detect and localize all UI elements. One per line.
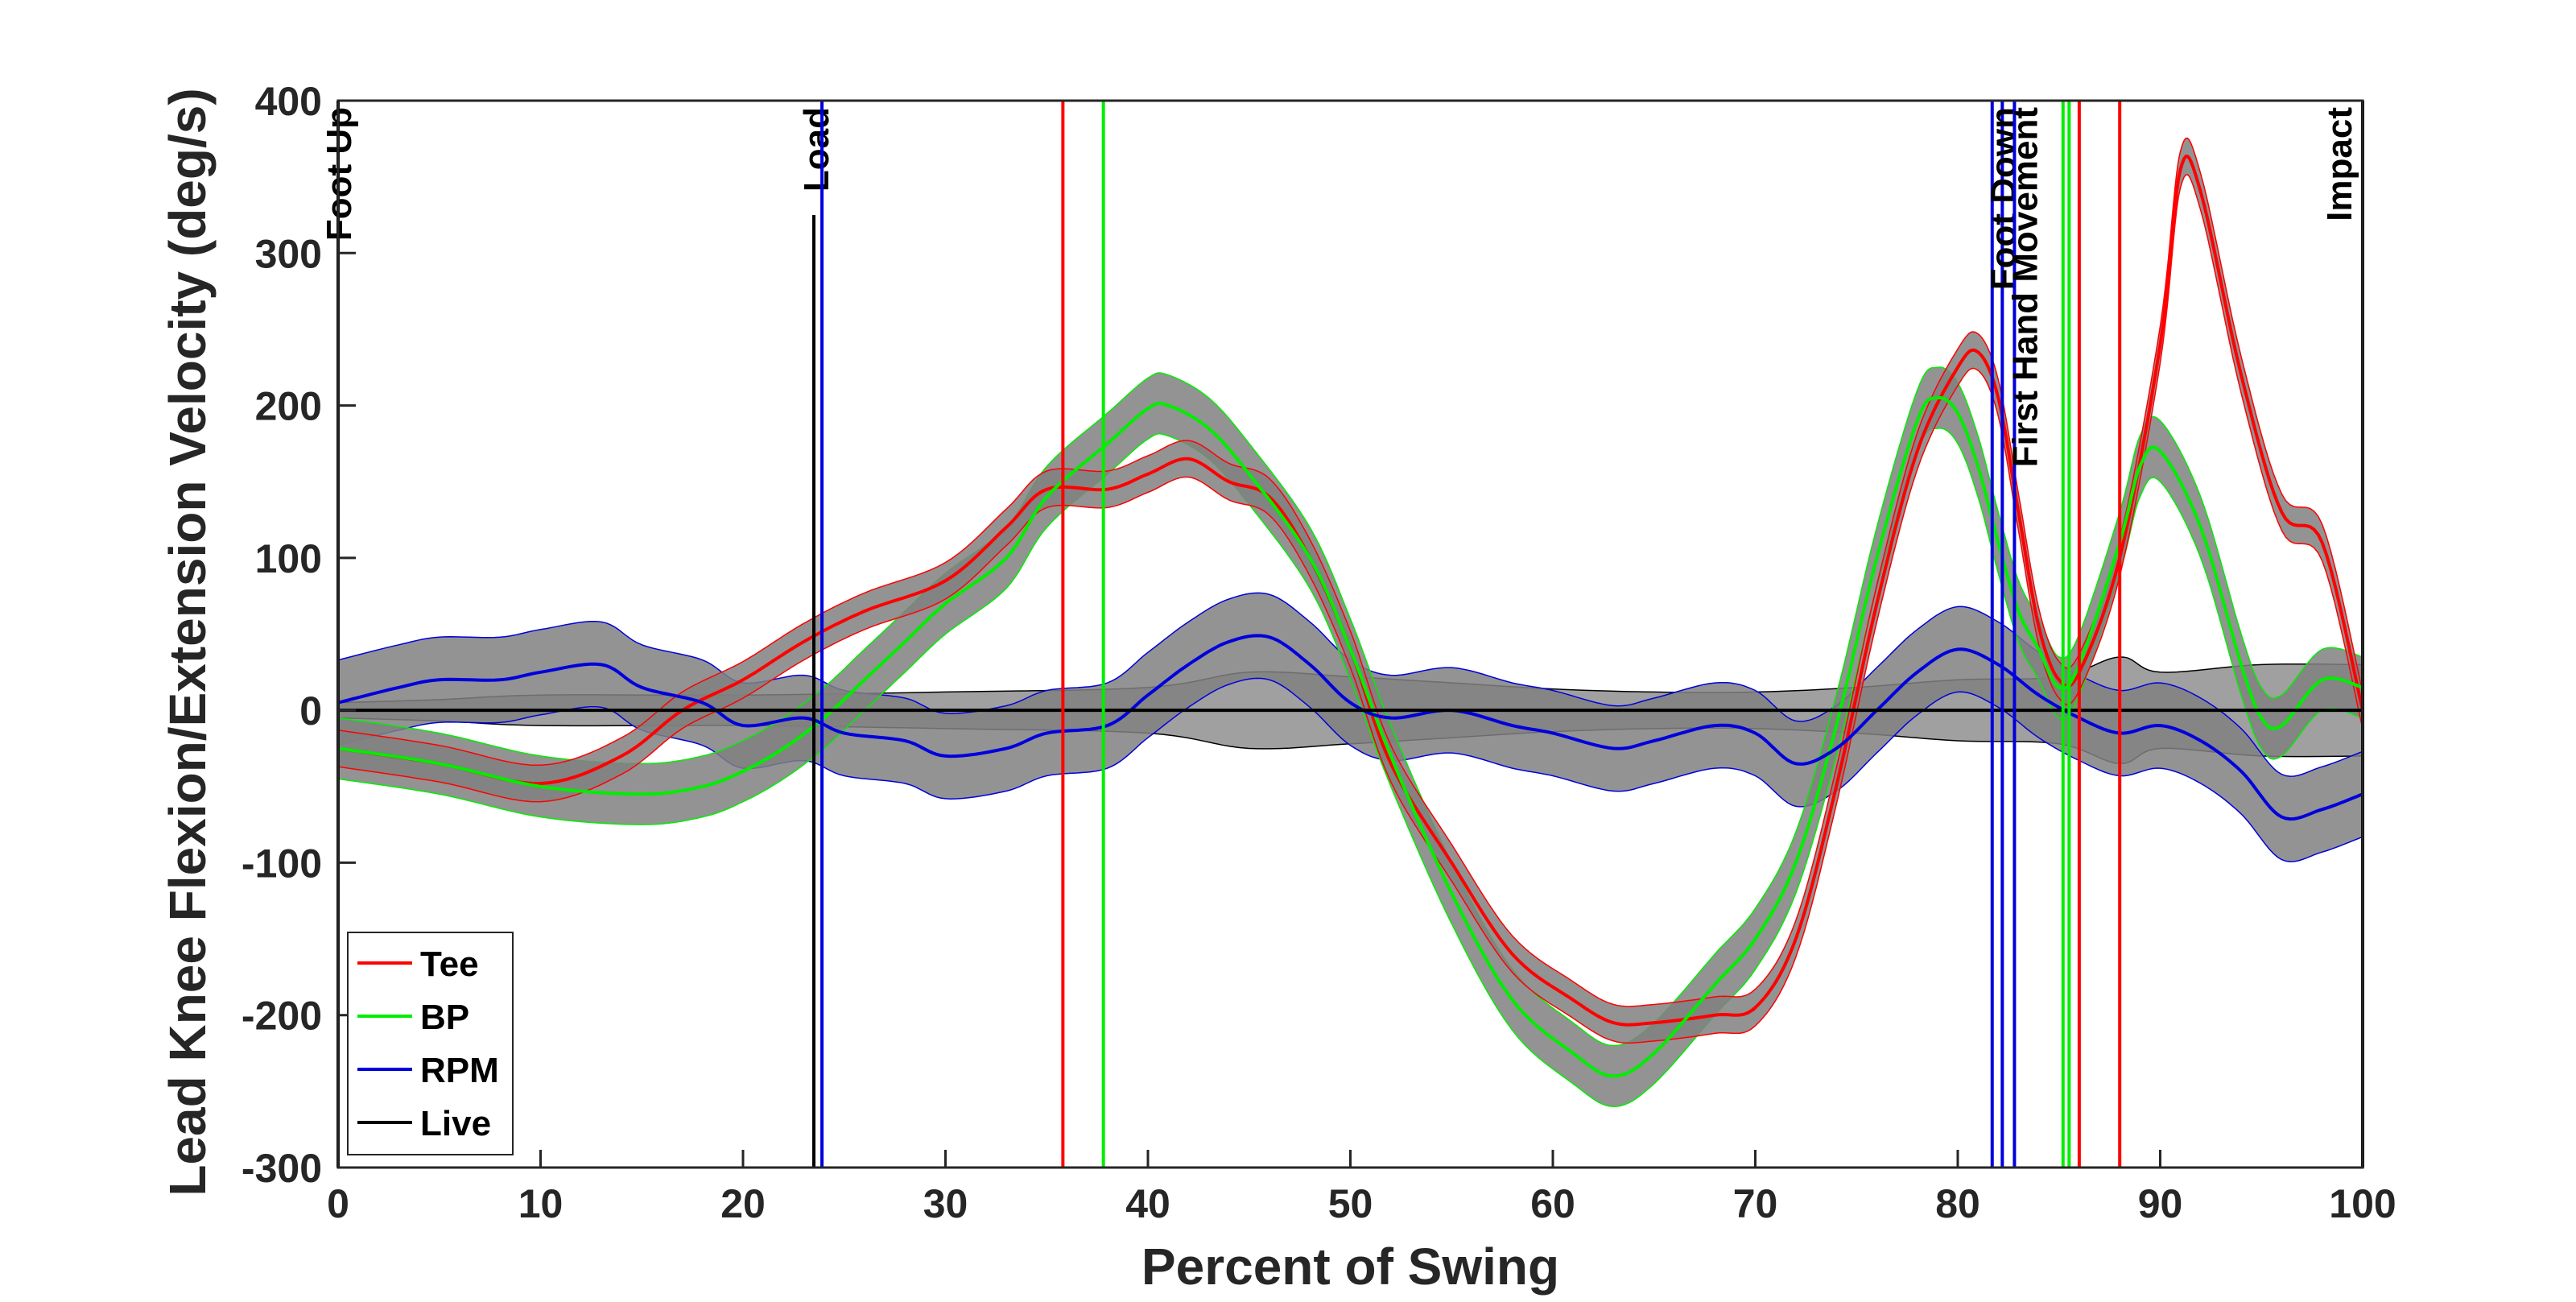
x-tick-label: 10 — [518, 1181, 564, 1226]
x-tick-label: 50 — [1328, 1181, 1373, 1226]
event-label: Impact — [2320, 107, 2359, 221]
x-axis-label: Percent of Swing — [1141, 1238, 1559, 1296]
y-tick-label: 400 — [255, 79, 322, 124]
x-axis-ticks: 0 10 20 30 40 50 60 70 80 90 100 — [327, 1150, 2396, 1226]
x-tick-label: 30 — [923, 1181, 968, 1226]
y-tick-label: 0 — [299, 688, 322, 734]
series-lines — [337, 155, 2364, 1078]
x-tick-label: 90 — [2138, 1181, 2183, 1226]
x-tick-label: 20 — [720, 1181, 766, 1226]
series-line-tee — [337, 155, 2364, 1027]
x-tick-label: 80 — [1935, 1181, 1980, 1226]
event-label: Foot Down — [1984, 107, 2023, 290]
y-tick-label: -300 — [242, 1146, 322, 1191]
y-tick-label: -200 — [242, 994, 322, 1039]
y-tick-label: -100 — [242, 841, 322, 886]
legend-box — [347, 932, 514, 1155]
y-tick-label: 300 — [255, 231, 322, 276]
legend-label: Tee — [420, 944, 479, 984]
y-axis-ticks: -300 -200 -100 0 100 200 300 400 — [242, 79, 356, 1191]
confidence-bands — [337, 137, 2363, 1108]
event-label: First Hand Movement — [2005, 107, 2045, 468]
x-tick-label: 60 — [1530, 1181, 1575, 1226]
legend-label: RPM — [420, 1051, 499, 1090]
y-axis-label: Lead Knee Flexion/Extension Velocity (de… — [159, 88, 217, 1196]
x-tick-label: 0 — [327, 1181, 349, 1226]
x-tick-label: 40 — [1125, 1181, 1170, 1226]
y-tick-label: 200 — [255, 384, 322, 429]
x-tick-label: 100 — [2329, 1181, 2396, 1226]
legend: Tee BP RPM Live — [347, 932, 514, 1155]
event-label: Load — [797, 107, 836, 192]
y-tick-label: 100 — [255, 536, 322, 581]
legend-label: Live — [420, 1104, 491, 1143]
x-tick-label: 70 — [1733, 1181, 1778, 1226]
legend-label: BP — [420, 998, 469, 1037]
band-tee — [337, 137, 2363, 1044]
